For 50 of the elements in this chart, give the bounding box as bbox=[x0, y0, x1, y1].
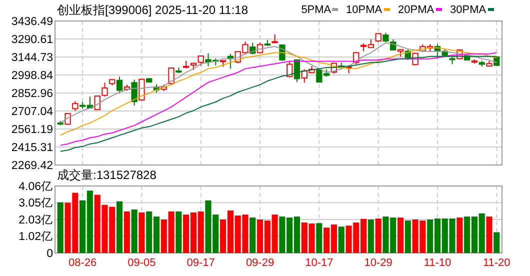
bar bbox=[375, 218, 382, 253]
bar bbox=[494, 232, 500, 253]
bar bbox=[368, 220, 374, 253]
x-tick-label: 09-05 bbox=[128, 257, 156, 269]
bar bbox=[397, 218, 404, 253]
candlestick bbox=[72, 100, 78, 112]
bar bbox=[250, 218, 256, 253]
bar bbox=[124, 211, 130, 253]
bar bbox=[176, 211, 182, 253]
bar bbox=[338, 226, 344, 253]
y-tick-label: 2415.31 bbox=[11, 142, 53, 154]
bar bbox=[116, 201, 123, 253]
line-series bbox=[60, 42, 498, 124]
y-tick-label: 4.06亿 bbox=[18, 180, 53, 194]
y-tick-label: 2269.42 bbox=[11, 160, 53, 172]
legend-label: 30PMA bbox=[450, 4, 487, 16]
x-tick-label: 11-20 bbox=[482, 257, 510, 269]
legend-label: 10PMA bbox=[346, 4, 383, 16]
line-series bbox=[60, 47, 498, 136]
y-tick-label: 3436.49 bbox=[11, 16, 53, 28]
bar bbox=[138, 212, 145, 253]
candlestick bbox=[286, 60, 293, 78]
y-tick-label: 3144.73 bbox=[11, 52, 53, 64]
bar bbox=[131, 209, 138, 253]
bar bbox=[404, 220, 411, 253]
y-tick-label: 2561.19 bbox=[11, 124, 53, 136]
x-tick-label: 09-29 bbox=[246, 257, 274, 269]
bar bbox=[486, 216, 492, 253]
y-tick-label: 2852.96 bbox=[11, 88, 53, 100]
legend-label: 20PMA bbox=[398, 4, 435, 16]
y-tick-label: 2.03亿 bbox=[18, 214, 53, 227]
y-tick-label: 1.02亿 bbox=[18, 230, 53, 244]
x-tick-label: 11-10 bbox=[424, 257, 452, 269]
chart-title: 成交量:131527828 bbox=[57, 168, 157, 182]
bar bbox=[456, 218, 463, 253]
y-tick-label: 2998.84 bbox=[11, 70, 54, 82]
bar bbox=[57, 202, 64, 253]
y-tick-label: 2707.04 bbox=[11, 106, 54, 118]
chart-title: 创业板指[399006] 2025-11-20 11:18 bbox=[57, 3, 248, 17]
legend-label: 5PMA bbox=[301, 4, 332, 16]
x-tick-label: 10-29 bbox=[364, 257, 392, 269]
candlestick bbox=[116, 76, 123, 94]
x-tick-label: 10-17 bbox=[305, 257, 334, 269]
x-tick-label: 09-17 bbox=[186, 257, 215, 269]
bar bbox=[316, 223, 322, 253]
x-tick-label: 08-26 bbox=[68, 257, 97, 269]
y-tick-label: 3.05亿 bbox=[18, 196, 53, 210]
y-tick-label: 3290.61 bbox=[11, 34, 53, 46]
candlestick bbox=[382, 32, 389, 43]
y-tick-label: 0 bbox=[46, 248, 53, 260]
